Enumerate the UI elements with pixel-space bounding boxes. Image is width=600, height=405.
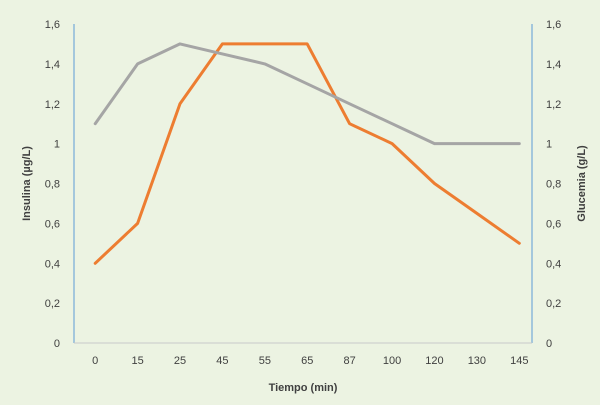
x-tick-label: 15: [131, 355, 143, 367]
right-y-tick-labels: 0 0,2 0,4 0,6 0,8 1 1,2 1,4 1,6: [546, 19, 561, 350]
right-y-tick-label: 0,8: [546, 179, 561, 191]
x-tick-label: 55: [259, 355, 271, 367]
x-tick-label: 25: [174, 355, 186, 367]
left-y-axis-title: Insulina (µg/L): [21, 146, 33, 221]
x-tick-label: 87: [344, 355, 356, 367]
left-y-tick-label: 1,6: [45, 19, 60, 31]
x-axis-title: Tiempo (min): [269, 382, 338, 394]
x-tick-label: 65: [301, 355, 313, 367]
right-y-tick-label: 1,6: [546, 19, 561, 31]
right-y-tick-label: 0,6: [546, 218, 561, 230]
x-tick-label: 130: [468, 355, 486, 367]
right-y-tick-label: 0: [546, 338, 552, 350]
left-y-tick-labels: 0 0,2 0,4 0,6 0,8 1 1,2 1,4 1,6: [45, 19, 60, 350]
x-tick-label: 45: [216, 355, 228, 367]
right-y-axis-title: Glucemia (g/L): [576, 145, 588, 222]
left-axis-series-line: [93, 42, 521, 265]
x-tick-label: 120: [425, 355, 443, 367]
left-y-tick-label: 0,2: [45, 298, 60, 310]
x-tick-label: 100: [383, 355, 401, 367]
right-y-tick-label: 0,4: [546, 258, 561, 270]
x-tick-label: 145: [510, 355, 528, 367]
series-layer: [93, 42, 521, 265]
right-axis-series-line: [93, 42, 521, 146]
right-y-tick-label: 1: [546, 139, 552, 151]
x-tick-labels: 0 15 25 45 55 65 87 100 120 130 145: [92, 355, 528, 367]
left-y-tick-label: 1,2: [45, 99, 60, 111]
left-y-tick-label: 0,4: [45, 258, 60, 270]
x-tick-label: 0: [92, 355, 98, 367]
left-y-tick-label: 1: [54, 139, 60, 151]
right-y-tick-label: 1,2: [546, 99, 561, 111]
left-y-tick-label: 0,6: [45, 218, 60, 230]
right-y-tick-label: 0,2: [546, 298, 561, 310]
right-y-tick-label: 1,4: [546, 59, 561, 71]
left-y-tick-label: 0: [54, 338, 60, 350]
left-y-tick-label: 1,4: [45, 59, 60, 71]
left-y-tick-label: 0,8: [45, 179, 60, 191]
